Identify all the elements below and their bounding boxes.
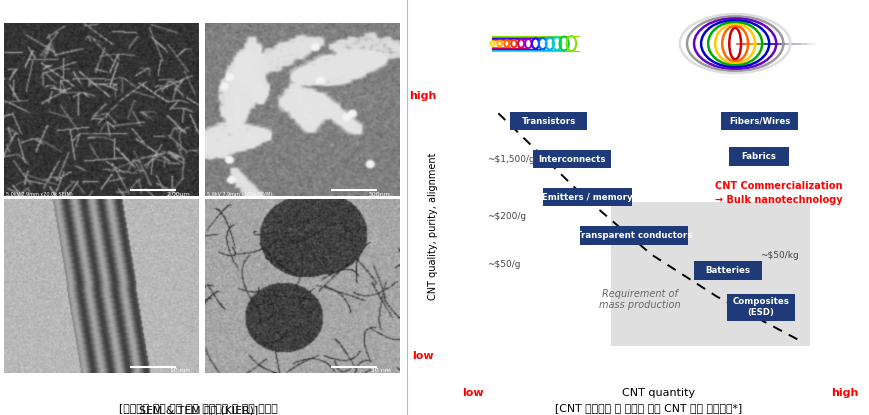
Text: 5.0kV 7.9mm x20.0k SE(M): 5.0kV 7.9mm x20.0k SE(M) bbox=[6, 192, 73, 197]
Text: low: low bbox=[412, 351, 433, 361]
Text: ~$50/kg: ~$50/kg bbox=[759, 251, 798, 260]
Text: Interconnects: Interconnects bbox=[538, 155, 605, 164]
Text: Batteries: Batteries bbox=[705, 266, 749, 275]
Text: Transparent conductors: Transparent conductors bbox=[575, 231, 691, 240]
Text: 5.0kV 7.9mm x100k SE(M): 5.0kV 7.9mm x100k SE(M) bbox=[207, 192, 272, 197]
Text: Composites
(ESD): Composites (ESD) bbox=[732, 297, 788, 317]
Text: 2.00μm: 2.00μm bbox=[166, 192, 189, 197]
Text: CNT Commercialization
→ Bulk nanotechnology: CNT Commercialization → Bulk nanotechnol… bbox=[714, 181, 842, 205]
Bar bbox=[728, 147, 788, 166]
Text: Fibers/Wires: Fibers/Wires bbox=[728, 117, 789, 126]
Text: 10 nm: 10 nm bbox=[169, 368, 189, 373]
Text: Emitters / memory: Emitters / memory bbox=[541, 193, 632, 202]
Text: Requirement of
mass production: Requirement of mass production bbox=[598, 289, 680, 310]
Text: ~$50/g: ~$50/g bbox=[486, 260, 520, 269]
Text: ~$200/g: ~$200/g bbox=[486, 212, 525, 221]
Text: CNT quality, purity, alignment: CNT quality, purity, alignment bbox=[427, 152, 437, 300]
Bar bbox=[579, 226, 687, 244]
Text: ~$1,500/g: ~$1,500/g bbox=[486, 155, 534, 164]
Text: high: high bbox=[830, 388, 858, 398]
Text: high: high bbox=[408, 91, 436, 101]
Bar bbox=[693, 261, 760, 280]
Bar bbox=[533, 150, 610, 168]
Bar bbox=[720, 112, 798, 130]
Text: 500nm: 500nm bbox=[368, 192, 390, 197]
Text: 50 nm: 50 nm bbox=[370, 368, 390, 373]
Text: SEM & TEM 분석 (KIER)]: SEM & TEM 분석 (KIER)] bbox=[138, 405, 258, 415]
Bar bbox=[610, 202, 809, 346]
Text: [전이금속 촉매 이용 메탄 분해반응 후 표면 탄소의: [전이금속 촉매 이용 메탄 분해반응 후 표면 탄소의 bbox=[119, 403, 277, 413]
Text: Transistors: Transistors bbox=[521, 117, 575, 126]
Text: [CNT 생산규모 및 품질에 따른 CNT 시장 요구가격*]: [CNT 생산규모 및 품질에 따른 CNT 시장 요구가격*] bbox=[554, 403, 741, 413]
Bar bbox=[542, 188, 631, 206]
Bar bbox=[726, 294, 793, 321]
Text: Fabrics: Fabrics bbox=[740, 152, 775, 161]
Text: CNT quantity: CNT quantity bbox=[621, 388, 695, 398]
Text: low: low bbox=[461, 388, 483, 398]
Bar bbox=[509, 112, 587, 130]
